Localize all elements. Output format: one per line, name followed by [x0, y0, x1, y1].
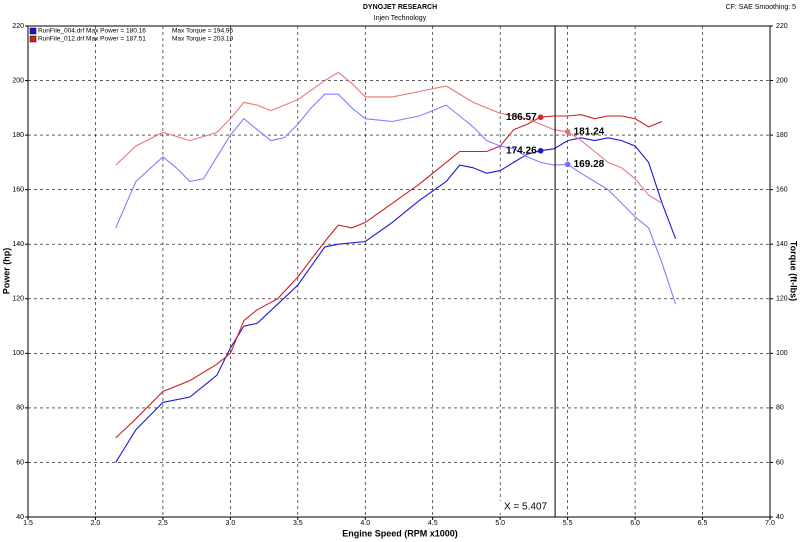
- legend-torque: Max Torque = 194.96: [172, 28, 234, 35]
- series-line: [115, 137, 677, 463]
- x-tick-label: 1.5: [23, 520, 33, 527]
- legend-torque: Max Torque = 203.19: [172, 36, 234, 43]
- marker: [564, 128, 571, 135]
- series-line: [115, 114, 663, 439]
- x-tick-label: 2.5: [158, 520, 168, 527]
- y2-tick-label: 100: [776, 350, 788, 357]
- marker-label: 186.57: [506, 112, 537, 123]
- marker: [564, 161, 571, 168]
- marker: [537, 114, 544, 120]
- x-tick-label: 4.5: [428, 520, 438, 527]
- y2-tick-label: 200: [776, 77, 788, 84]
- y2-tick-label: 80: [776, 405, 784, 412]
- marker: [537, 147, 544, 154]
- y-tick-label: 220: [12, 23, 24, 30]
- y2-tick-label: 160: [776, 187, 788, 194]
- x-tick-label: 3.0: [225, 520, 235, 527]
- y-axis-label: Power (hp): [1, 248, 11, 295]
- x-tick-label: 6.5: [698, 520, 708, 527]
- y2-tick-label: 40: [776, 514, 784, 521]
- legend-label: RunFile_004.drf Max Power = 180.16: [38, 28, 146, 35]
- y-tick-label: 40: [16, 514, 24, 521]
- y2-tick-label: 180: [776, 132, 788, 139]
- y-tick-label: 100: [12, 350, 24, 357]
- series-line: [115, 71, 663, 204]
- cursor-label-bg: [485, 501, 552, 513]
- y2-tick-label: 140: [776, 241, 788, 248]
- x-tick-label: 5.0: [495, 520, 505, 527]
- marker-label: 174.26: [506, 145, 537, 156]
- y2-tick-label: 220: [776, 23, 788, 30]
- cursor-label: X = 5.407: [504, 502, 548, 513]
- legend-swatch: [29, 27, 37, 35]
- x-tick-label: 7.0: [765, 520, 775, 527]
- chart-title: DYNOJET RESEARCH: [363, 4, 437, 11]
- y-tick-label: 120: [12, 296, 24, 303]
- x-tick-label: 5.5: [563, 520, 573, 527]
- settings: CF: SAE Smoothing: 5: [726, 4, 797, 11]
- series-line: [115, 93, 677, 305]
- marker-label: 169.28: [574, 159, 605, 170]
- y-tick-label: 200: [12, 77, 24, 84]
- x-tick-label: 4.0: [360, 520, 370, 527]
- y-tick-label: 140: [12, 241, 24, 248]
- marker-label: 181.24: [574, 126, 605, 137]
- y-tick-label: 180: [12, 132, 24, 139]
- x-axis-label: Engine Speed (RPM x1000): [342, 528, 458, 538]
- x-tick-label: 6.0: [630, 520, 640, 527]
- legend-label: RunFile_012.drf Max Power = 187.51: [38, 36, 146, 43]
- y2-tick-label: 60: [776, 459, 784, 466]
- x-tick-label: 3.5: [293, 520, 303, 527]
- x-tick-label: 2.0: [91, 520, 101, 527]
- y-tick-label: 80: [16, 405, 24, 412]
- y-tick-label: 160: [12, 187, 24, 194]
- y2-axis-label: Torque (ft-lbs): [789, 241, 799, 301]
- chart-subtitle: Injen Technology: [374, 15, 427, 22]
- legend-swatch: [29, 35, 37, 43]
- y2-tick-label: 120: [776, 296, 788, 303]
- y-tick-label: 60: [16, 459, 24, 466]
- plot-frame: [27, 25, 771, 518]
